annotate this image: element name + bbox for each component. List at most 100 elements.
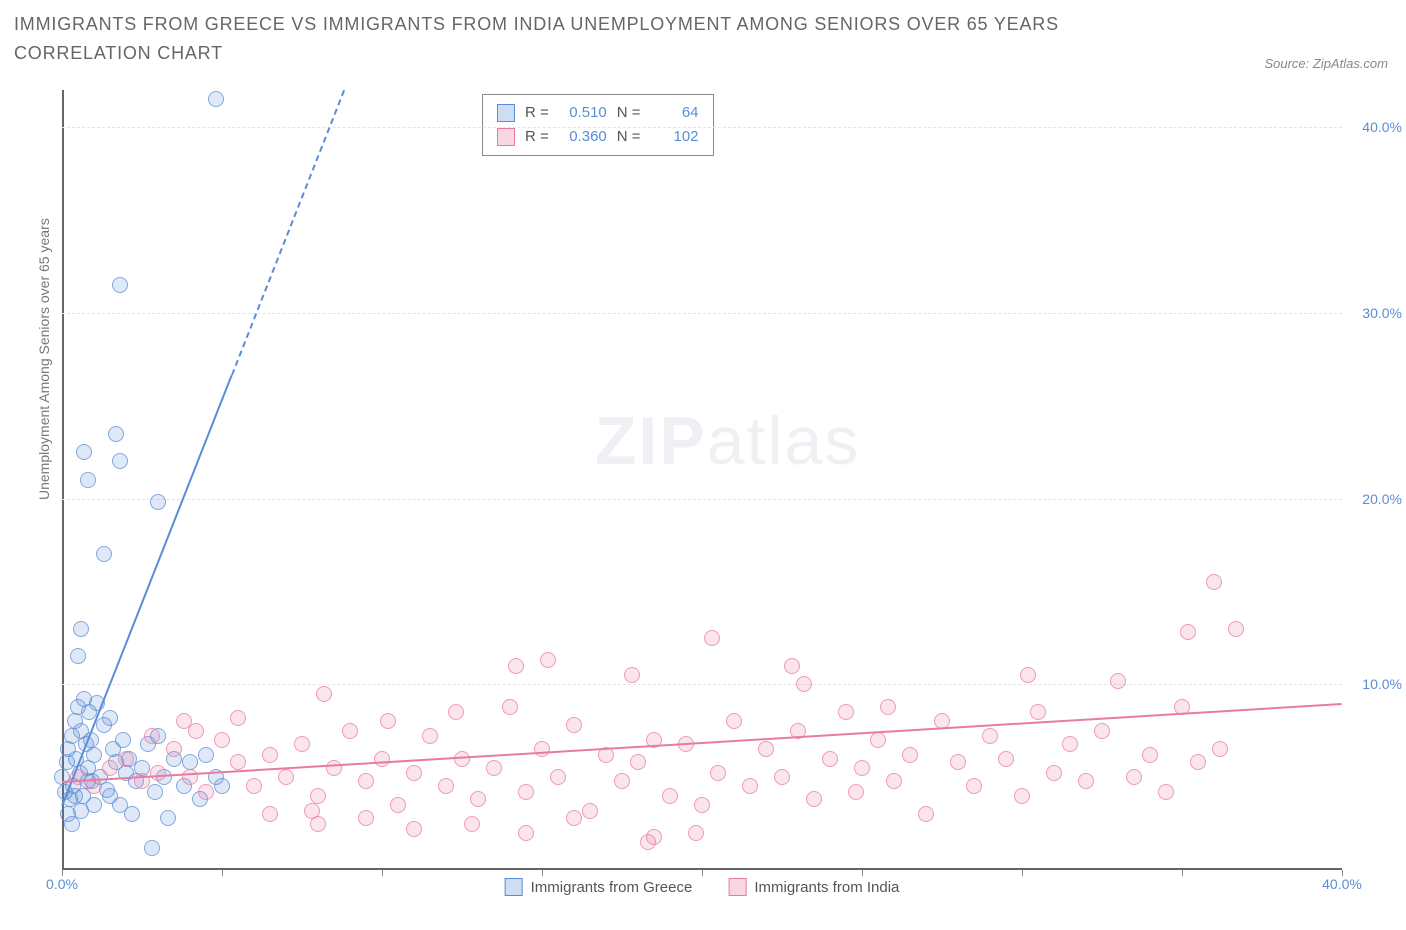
scatter-point — [1158, 784, 1174, 800]
scatter-point — [470, 791, 486, 807]
y-tick-label: 20.0% — [1362, 491, 1402, 507]
scatter-point — [188, 723, 204, 739]
scatter-point — [147, 784, 163, 800]
scatter-point — [198, 747, 214, 763]
legend-r-value: 0.360 — [559, 125, 607, 149]
legend-series: Immigrants from Greece Immigrants from In… — [505, 878, 900, 896]
scatter-point — [182, 754, 198, 770]
scatter-point — [502, 699, 518, 715]
scatter-point — [886, 773, 902, 789]
legend-n-label: N = — [617, 125, 641, 149]
legend-swatch — [497, 104, 515, 122]
scatter-point — [390, 797, 406, 813]
scatter-point — [198, 784, 214, 800]
scatter-point — [1206, 574, 1222, 590]
watermark-light: atlas — [707, 403, 861, 479]
scatter-point — [1142, 747, 1158, 763]
gridline-h — [62, 684, 1342, 685]
scatter-point — [326, 760, 342, 776]
chart-title: IMMIGRANTS FROM GREECE VS IMMIGRANTS FRO… — [14, 10, 1114, 68]
scatter-point — [278, 769, 294, 785]
trend-line — [231, 91, 345, 376]
scatter-point — [358, 773, 374, 789]
scatter-point — [1094, 723, 1110, 739]
scatter-point — [630, 754, 646, 770]
scatter-point — [624, 667, 640, 683]
scatter-point — [848, 784, 864, 800]
legend-stats-box: R =0.510N =64R =0.360N =102 — [482, 94, 714, 156]
y-tick-label: 10.0% — [1362, 676, 1402, 692]
x-tick-mark — [862, 870, 863, 876]
scatter-point — [822, 751, 838, 767]
scatter-point — [108, 426, 124, 442]
watermark-bold: ZIP — [595, 403, 707, 479]
scatter-point — [796, 676, 812, 692]
scatter-point — [150, 494, 166, 510]
legend-swatch — [497, 128, 515, 146]
scatter-point — [124, 806, 140, 822]
scatter-point — [160, 810, 176, 826]
scatter-point — [464, 816, 480, 832]
scatter-point — [870, 732, 886, 748]
scatter-point — [304, 803, 320, 819]
scatter-point — [566, 717, 582, 733]
scatter-point — [262, 806, 278, 822]
scatter-point — [806, 791, 822, 807]
x-tick-mark — [1182, 870, 1183, 876]
x-tick-mark — [382, 870, 383, 876]
scatter-point — [76, 444, 92, 460]
scatter-point — [214, 778, 230, 794]
scatter-point — [566, 810, 582, 826]
scatter-point — [86, 797, 102, 813]
scatter-point — [182, 769, 198, 785]
scatter-point — [662, 788, 678, 804]
scatter-point — [1126, 769, 1142, 785]
legend-r-label: R = — [525, 125, 549, 149]
scatter-point — [1062, 736, 1078, 752]
scatter-point — [70, 648, 86, 664]
scatter-point — [540, 652, 556, 668]
scatter-point — [1020, 667, 1036, 683]
scatter-point — [422, 728, 438, 744]
scatter-point — [688, 825, 704, 841]
x-tick-mark — [222, 870, 223, 876]
scatter-point — [774, 769, 790, 785]
scatter-point — [112, 453, 128, 469]
scatter-point — [73, 621, 89, 637]
scatter-point — [112, 277, 128, 293]
legend-stats-row: R =0.360N =102 — [497, 125, 699, 149]
source-attribution: Source: ZipAtlas.com — [1264, 56, 1388, 71]
legend-series-label: Immigrants from Greece — [531, 879, 693, 896]
scatter-point — [176, 713, 192, 729]
gridline-h — [62, 499, 1342, 500]
scatter-point — [438, 778, 454, 794]
scatter-point — [144, 840, 160, 856]
scatter-point — [854, 760, 870, 776]
scatter-point — [208, 91, 224, 107]
legend-series-label: Immigrants from India — [754, 879, 899, 896]
scatter-point — [742, 778, 758, 794]
scatter-plot-area: ZIPatlas R =0.510N =64R =0.360N =102 Imm… — [62, 90, 1342, 870]
scatter-point — [646, 829, 662, 845]
scatter-point — [80, 472, 96, 488]
scatter-point — [1046, 765, 1062, 781]
legend-r-value: 0.510 — [559, 101, 607, 125]
scatter-point — [518, 825, 534, 841]
scatter-point — [102, 710, 118, 726]
y-axis-label: Unemployment Among Seniors over 65 years — [36, 218, 52, 500]
scatter-point — [784, 658, 800, 674]
scatter-point — [1180, 624, 1196, 640]
scatter-point — [374, 751, 390, 767]
scatter-point — [246, 778, 262, 794]
y-tick-label: 30.0% — [1362, 305, 1402, 321]
scatter-point — [166, 741, 182, 757]
scatter-point — [118, 751, 134, 767]
scatter-point — [726, 713, 742, 729]
scatter-point — [262, 747, 278, 763]
scatter-point — [1212, 741, 1228, 757]
scatter-point — [918, 806, 934, 822]
scatter-point — [518, 784, 534, 800]
scatter-point — [358, 810, 374, 826]
scatter-point — [838, 704, 854, 720]
scatter-point — [342, 723, 358, 739]
